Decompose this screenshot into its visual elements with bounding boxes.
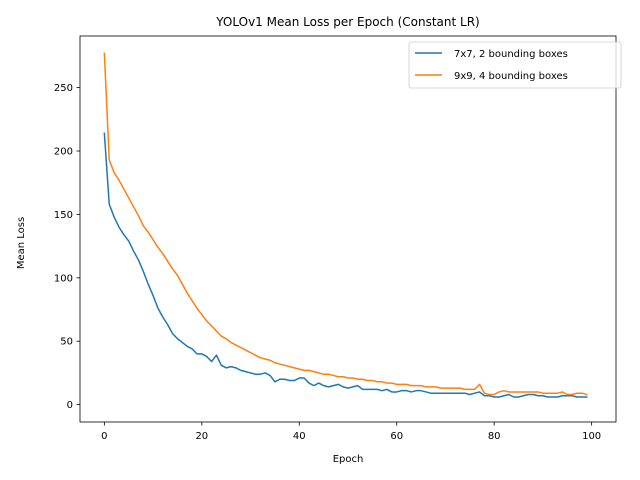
legend-label-9x9: 9x9, 4 bounding boxes bbox=[454, 71, 568, 82]
axes bbox=[79, 35, 617, 423]
chart-title: YOLOv1 Mean Loss per Epoch (Constant LR) bbox=[215, 15, 479, 29]
y-tick-label: 0 bbox=[67, 400, 73, 411]
y-tick-label: 100 bbox=[54, 273, 73, 284]
series-line-1 bbox=[103, 52, 588, 396]
legend: 7x7, 2 bounding boxes 9x9, 4 bounding bo… bbox=[408, 41, 622, 89]
x-tick-label: 80 bbox=[488, 431, 501, 442]
x-axis-label: Epoch bbox=[333, 454, 364, 465]
x-tick-label: 0 bbox=[101, 431, 107, 442]
series-line-0 bbox=[103, 132, 588, 398]
ticks: 0 20 40 60 80 100 0 50 100 150 200 250 bbox=[54, 83, 601, 442]
x-tick-label: 60 bbox=[390, 431, 403, 442]
legend-frame bbox=[408, 41, 622, 89]
series-layer bbox=[103, 52, 588, 398]
y-axis-label: Mean Loss bbox=[16, 217, 27, 269]
y-tick-label: 50 bbox=[60, 337, 73, 348]
x-tick-label: 100 bbox=[582, 431, 601, 442]
legend-label-7x7: 7x7, 2 bounding boxes bbox=[454, 49, 568, 60]
x-tick-label: 40 bbox=[293, 431, 306, 442]
x-tick-label: 20 bbox=[195, 431, 208, 442]
y-tick-label: 150 bbox=[54, 210, 73, 221]
y-tick-label: 200 bbox=[54, 147, 73, 158]
plot-frame bbox=[79, 35, 617, 423]
y-tick-label: 250 bbox=[54, 83, 73, 94]
